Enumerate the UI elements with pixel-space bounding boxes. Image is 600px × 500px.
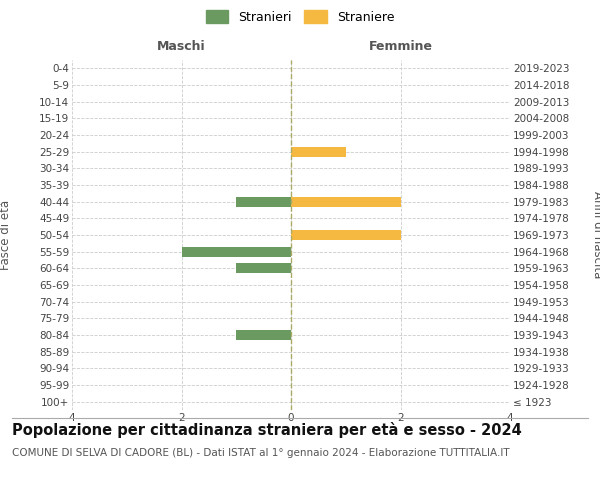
- Bar: [236, 196, 291, 206]
- Text: COMUNE DI SELVA DI CADORE (BL) - Dati ISTAT al 1° gennaio 2024 - Elaborazione TU: COMUNE DI SELVA DI CADORE (BL) - Dati IS…: [12, 448, 509, 458]
- Bar: [182, 246, 291, 256]
- Text: Popolazione per cittadinanza straniera per età e sesso - 2024: Popolazione per cittadinanza straniera p…: [12, 422, 522, 438]
- Bar: [236, 330, 291, 340]
- Text: Anni di nascita: Anni di nascita: [590, 192, 600, 278]
- Bar: [291, 230, 401, 240]
- Legend: Stranieri, Straniere: Stranieri, Straniere: [202, 6, 398, 28]
- Bar: [236, 264, 291, 274]
- Text: Maschi: Maschi: [157, 40, 206, 52]
- Bar: [291, 146, 346, 156]
- Text: Fasce di età: Fasce di età: [0, 200, 13, 270]
- Bar: [291, 196, 401, 206]
- Text: Femmine: Femmine: [368, 40, 433, 52]
